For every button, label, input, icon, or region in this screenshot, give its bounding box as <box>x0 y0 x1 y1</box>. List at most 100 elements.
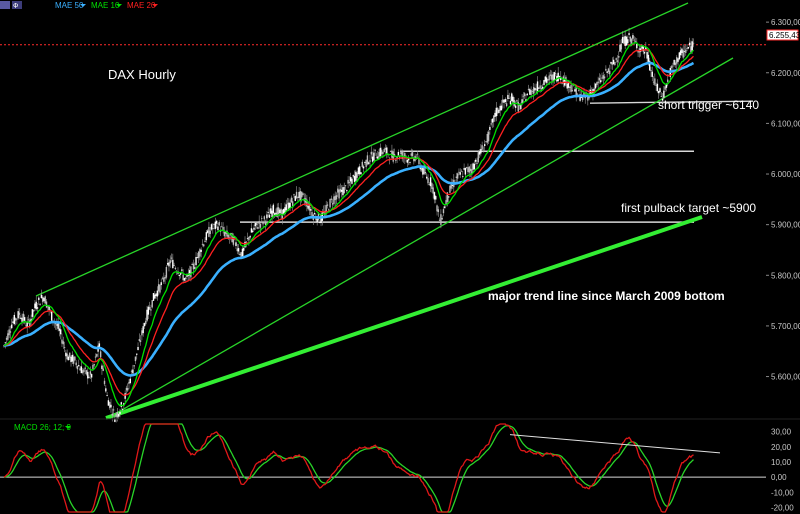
chart-settings-icon[interactable]: Ф <box>0 1 22 10</box>
candle-body <box>365 159 367 167</box>
candle-body <box>396 157 398 159</box>
candle-body <box>413 158 415 162</box>
candle-body <box>624 36 626 46</box>
candle-body <box>139 340 142 342</box>
legend-item-mae20[interactable]: MAE 20 <box>127 1 158 10</box>
candle-body <box>248 237 250 241</box>
annotation-short-trigger: short trigger ~6140 <box>658 98 759 112</box>
candle-body <box>379 147 382 157</box>
candle-body <box>523 93 526 97</box>
candle-body <box>650 70 652 72</box>
candle-body <box>371 156 374 162</box>
candle-body <box>155 293 157 297</box>
candle-body <box>632 35 634 39</box>
candle-body <box>146 309 148 321</box>
candle-body <box>183 278 186 281</box>
candle-body <box>3 345 5 347</box>
candle-body <box>418 159 420 165</box>
candle-body <box>485 141 487 142</box>
candle-body <box>286 203 289 205</box>
candle-body <box>56 324 58 326</box>
candle-body <box>676 57 678 64</box>
candle-body <box>128 381 130 384</box>
candle-body <box>22 313 25 321</box>
candle-body <box>45 301 48 308</box>
candle-body <box>147 306 150 315</box>
candle-body <box>96 354 98 357</box>
candle-body <box>106 395 108 396</box>
candle-body <box>69 352 71 358</box>
candle-body <box>467 167 469 172</box>
candle-body <box>688 42 691 46</box>
candle-body <box>205 232 208 241</box>
candle-body <box>378 152 380 157</box>
candle-body <box>200 249 202 252</box>
candle-body <box>92 364 94 369</box>
ma-line-mae50 <box>3 61 695 377</box>
chevron-down-icon[interactable] <box>65 426 71 429</box>
candle-body <box>61 339 63 344</box>
candle-body <box>616 60 619 62</box>
candle-body <box>239 253 241 255</box>
candle-body <box>243 247 245 251</box>
candle-body <box>410 153 412 156</box>
candle-body <box>383 149 385 153</box>
candle-body <box>648 60 651 71</box>
legend: MAE 50 MAE 10 MAE 20 <box>55 1 158 10</box>
candle-body <box>237 248 240 252</box>
candle-body <box>26 322 28 328</box>
candle-body <box>39 303 41 306</box>
candle-body <box>364 162 366 163</box>
candle-body <box>40 294 43 299</box>
candle-body <box>298 191 300 198</box>
candle-body <box>499 105 501 111</box>
candle-body <box>370 151 373 155</box>
candle-body <box>255 222 258 226</box>
candle-body <box>356 172 358 178</box>
legend-item-mae50[interactable]: MAE 50 <box>55 1 86 10</box>
candle-body <box>444 206 446 209</box>
candle-body <box>103 380 106 385</box>
candle-body <box>38 297 40 300</box>
candle-body <box>612 59 615 65</box>
candle-body <box>660 96 662 97</box>
candle-body <box>181 269 183 271</box>
candle-body <box>302 193 304 196</box>
candle-body <box>173 265 175 266</box>
candle-body <box>316 218 318 223</box>
candle-body <box>172 259 174 269</box>
candle-body <box>685 49 687 53</box>
candle-body <box>517 101 519 112</box>
candle-body <box>664 86 666 90</box>
candle-body <box>118 414 120 417</box>
candle-body <box>658 91 660 94</box>
candle-body <box>57 323 59 329</box>
chart-title: DAX Hourly <box>108 67 176 82</box>
candle-body <box>493 115 495 122</box>
candle-body <box>307 205 309 209</box>
candle-body <box>567 81 570 88</box>
candle-body <box>514 105 517 108</box>
candle-body <box>31 309 34 317</box>
ma-line-mae20 <box>3 49 694 396</box>
candle-body <box>551 74 553 80</box>
candle-body <box>629 36 632 42</box>
candle-body <box>60 329 62 335</box>
candle-body <box>130 370 133 372</box>
macd-axis: 30,00 20,00 10,00 0,00 -10,00 -20,00 <box>0 428 794 512</box>
candle-body <box>154 294 156 299</box>
candle-body <box>433 192 436 200</box>
price-tick-label: 6.300,00 <box>771 18 800 27</box>
candle-body <box>636 44 638 49</box>
candle-body <box>214 221 217 229</box>
candle-body <box>369 160 371 162</box>
legend-item-mae10[interactable]: MAE 10 <box>91 1 122 10</box>
candle-body <box>366 155 369 165</box>
candle-body <box>160 282 162 286</box>
candle-body <box>368 162 370 164</box>
candle-body <box>293 194 295 196</box>
legend-label-mae20: MAE 20 <box>127 1 156 10</box>
candle-body <box>182 274 184 281</box>
candle-body <box>409 162 411 163</box>
candle-body <box>656 83 659 92</box>
